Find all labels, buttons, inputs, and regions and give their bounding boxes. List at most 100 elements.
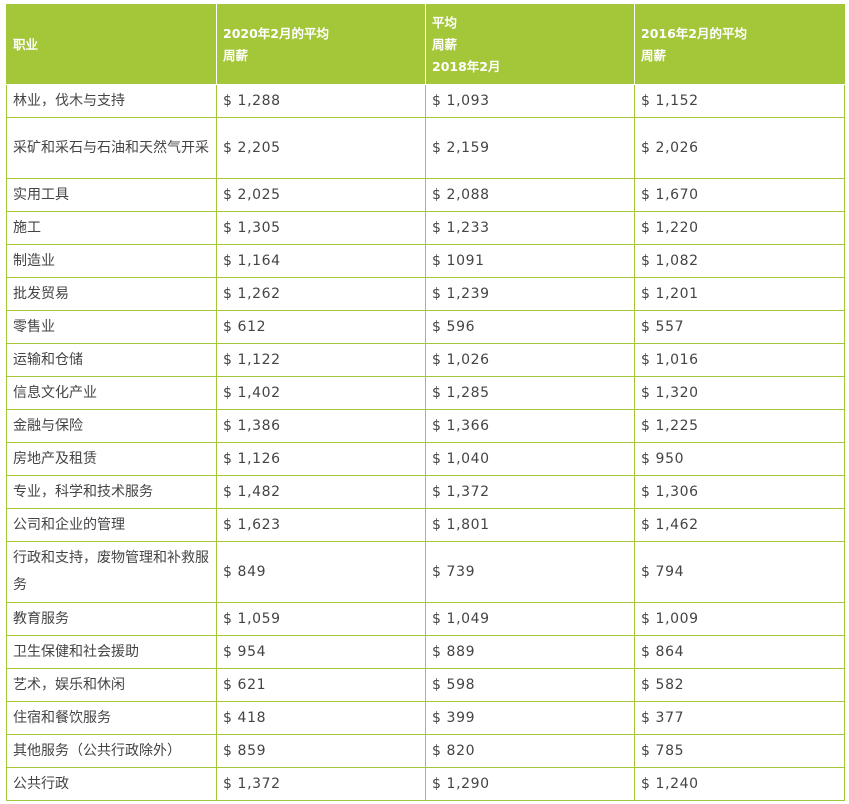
table-body: 林业，伐木与支持 $ 1,288 $ 1,093 $ 1,152 采矿和采石与石油和天然… — [6, 84, 845, 801]
header-wage-2020-text: 2020年2月的平均周薪 — [223, 25, 329, 63]
wage-2016-cell: $ 1,201 — [634, 277, 845, 311]
wage-2018-cell: $ 739 — [425, 541, 635, 603]
occupation-cell: 采矿和采石与石油和天然气开采 — [6, 117, 217, 179]
header-wage-2020: 2020年2月的平均周薪 — [216, 4, 426, 85]
occupation-cell: 其他服务（公共行政除外） — [6, 734, 217, 768]
table-row: 零售业 $ 612 $ 596 $ 557 — [6, 310, 845, 344]
wage-2016-cell: $ 377 — [634, 701, 845, 735]
table-row: 实用工具 $ 2,025 $ 2,088 $ 1,670 — [6, 178, 845, 212]
header-wage-2018-line-2: 周薪 — [432, 36, 458, 52]
wage-2018-cell: $ 1,093 — [425, 84, 635, 118]
table-row: 信息文化产业 $ 1,402 $ 1,285 $ 1,320 — [6, 376, 845, 410]
wage-2016-cell: $ 2,026 — [634, 117, 845, 179]
table-row: 运输和仓储 $ 1,122 $ 1,026 $ 1,016 — [6, 343, 845, 377]
wage-2016-cell: $ 582 — [634, 668, 845, 702]
wage-2018-cell: $ 820 — [425, 734, 635, 768]
wage-2016-cell: $ 1,670 — [634, 178, 845, 212]
occupation-cell: 零售业 — [6, 310, 217, 344]
wage-2020-cell: $ 1,262 — [216, 277, 426, 311]
wage-2016-cell: $ 1,462 — [634, 508, 845, 542]
wage-2016-cell: $ 785 — [634, 734, 845, 768]
wage-2020-cell: $ 1,372 — [216, 767, 426, 801]
header-wage-2018-line-1: 平均 — [432, 14, 458, 30]
wage-2018-cell: $ 596 — [425, 310, 635, 344]
wage-2018-cell: $ 598 — [425, 668, 635, 702]
table-header: 职业 2020年2月的平均周薪 平均 周薪 2018年2月 2016年2月的平均… — [6, 4, 845, 85]
occupation-cell: 实用工具 — [6, 178, 217, 212]
wage-2020-cell: $ 1,623 — [216, 508, 426, 542]
wage-2016-cell: $ 950 — [634, 442, 845, 476]
wage-2020-cell: $ 1,126 — [216, 442, 426, 476]
occupation-cell: 房地产及租赁 — [6, 442, 217, 476]
table-row: 公司和企业的管理 $ 1,623 $ 1,801 $ 1,462 — [6, 508, 845, 542]
wage-2018-cell: $ 2,159 — [425, 117, 635, 179]
wage-2018-cell: $ 1,239 — [425, 277, 635, 311]
wage-2020-cell: $ 418 — [216, 701, 426, 735]
wage-2016-cell: $ 1,009 — [634, 602, 845, 636]
wage-2020-cell: $ 1,482 — [216, 475, 426, 509]
occupation-cell: 公共行政 — [6, 767, 217, 801]
occupation-cell: 制造业 — [6, 244, 217, 278]
wage-2016-cell: $ 1,240 — [634, 767, 845, 801]
header-wage-2016: 2016年2月的平均周薪 — [634, 4, 845, 85]
header-occupation: 职业 — [6, 4, 217, 85]
wage-2020-cell: $ 621 — [216, 668, 426, 702]
wage-2020-cell: $ 1,059 — [216, 602, 426, 636]
wage-2020-cell: $ 859 — [216, 734, 426, 768]
occupation-cell: 行政和支持，废物管理和补救服务 — [6, 541, 217, 603]
occupation-cell: 批发贸易 — [6, 277, 217, 311]
table-row: 艺术，娱乐和休闲 $ 621 $ 598 $ 582 — [6, 668, 845, 702]
wage-2018-cell: $ 399 — [425, 701, 635, 735]
wage-2018-cell: $ 2,088 — [425, 178, 635, 212]
wage-2020-cell: $ 849 — [216, 541, 426, 603]
occupation-cell: 住宿和餐饮服务 — [6, 701, 217, 735]
header-wage-2018: 平均 周薪 2018年2月 — [425, 4, 635, 85]
wage-2018-cell: $ 1,233 — [425, 211, 635, 245]
wage-2016-cell: $ 864 — [634, 635, 845, 669]
header-wage-2016-text: 2016年2月的平均周薪 — [641, 25, 747, 63]
wage-2018-cell: $ 1,026 — [425, 343, 635, 377]
wage-2016-cell: $ 1,082 — [634, 244, 845, 278]
wage-2016-cell: $ 1,152 — [634, 84, 845, 118]
wage-2016-cell: $ 794 — [634, 541, 845, 603]
table-row: 采矿和采石与石油和天然气开采 $ 2,205 $ 2,159 $ 2,026 — [6, 117, 845, 179]
wage-2018-cell: $ 1,040 — [425, 442, 635, 476]
wage-2018-cell: $ 1091 — [425, 244, 635, 278]
wage-2020-cell: $ 1,122 — [216, 343, 426, 377]
wage-2016-cell: $ 1,220 — [634, 211, 845, 245]
wage-2020-cell: $ 2,205 — [216, 117, 426, 179]
wage-2018-cell: $ 1,372 — [425, 475, 635, 509]
wage-2020-cell: $ 2,025 — [216, 178, 426, 212]
table-row: 其他服务（公共行政除外） $ 859 $ 820 $ 785 — [6, 734, 845, 768]
wage-2018-cell: $ 1,366 — [425, 409, 635, 443]
occupation-cell: 施工 — [6, 211, 217, 245]
table-row: 房地产及租赁 $ 1,126 $ 1,040 $ 950 — [6, 442, 845, 476]
occupation-cell: 教育服务 — [6, 602, 217, 636]
wage-2018-cell: $ 1,801 — [425, 508, 635, 542]
table-row: 施工 $ 1,305 $ 1,233 $ 1,220 — [6, 211, 845, 245]
table-row: 林业，伐木与支持 $ 1,288 $ 1,093 $ 1,152 — [6, 84, 845, 118]
table-row: 住宿和餐饮服务 $ 418 $ 399 $ 377 — [6, 701, 845, 735]
occupation-cell: 金融与保险 — [6, 409, 217, 443]
occupation-cell: 艺术，娱乐和休闲 — [6, 668, 217, 702]
wage-2020-cell: $ 1,288 — [216, 84, 426, 118]
header-row: 职业 2020年2月的平均周薪 平均 周薪 2018年2月 2016年2月的平均… — [6, 4, 845, 85]
wage-table: 职业 2020年2月的平均周薪 平均 周薪 2018年2月 2016年2月的平均… — [6, 4, 845, 801]
occupation-cell: 卫生保健和社会援助 — [6, 635, 217, 669]
table-row: 制造业 $ 1,164 $ 1091 $ 1,082 — [6, 244, 845, 278]
wage-2018-cell: $ 1,285 — [425, 376, 635, 410]
table-row: 公共行政 $ 1,372 $ 1,290 $ 1,240 — [6, 767, 845, 801]
occupation-cell: 林业，伐木与支持 — [6, 84, 217, 118]
table-row: 卫生保健和社会援助 $ 954 $ 889 $ 864 — [6, 635, 845, 669]
wage-2020-cell: $ 954 — [216, 635, 426, 669]
wage-2016-cell: $ 1,225 — [634, 409, 845, 443]
wage-2016-cell: $ 557 — [634, 310, 845, 344]
wage-2020-cell: $ 612 — [216, 310, 426, 344]
table-row: 专业，科学和技术服务 $ 1,482 $ 1,372 $ 1,306 — [6, 475, 845, 509]
wage-2016-cell: $ 1,306 — [634, 475, 845, 509]
occupation-cell: 专业，科学和技术服务 — [6, 475, 217, 509]
occupation-cell: 信息文化产业 — [6, 376, 217, 410]
wage-2020-cell: $ 1,305 — [216, 211, 426, 245]
table-row: 教育服务 $ 1,059 $ 1,049 $ 1,009 — [6, 602, 845, 636]
table-row: 行政和支持，废物管理和补救服务 $ 849 $ 739 $ 794 — [6, 541, 845, 603]
